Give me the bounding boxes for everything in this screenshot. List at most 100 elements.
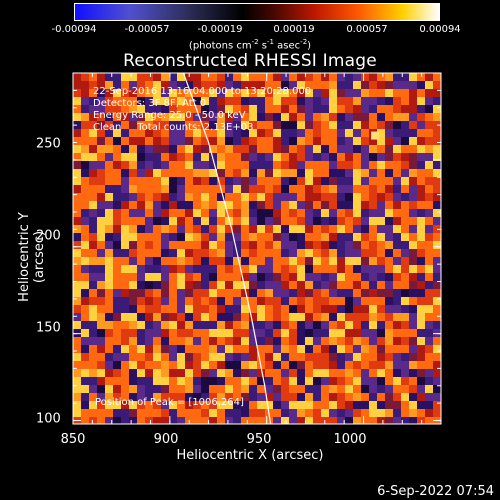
heatmap-cell [169,193,177,201]
heatmap-cell [329,145,337,153]
heatmap-cell [329,201,337,209]
heatmap-cell [313,385,321,393]
heatmap-cell [153,185,161,193]
heatmap-cell [401,217,409,225]
heatmap-cell [185,313,193,321]
heatmap-cell [313,377,321,385]
heatmap-cell [225,121,233,129]
heatmap-cell [385,337,393,345]
heatmap-cell [265,177,273,185]
heatmap-cell [105,329,113,337]
heatmap-cell [337,201,345,209]
heatmap-cell [265,353,273,361]
heatmap-cell [97,249,105,257]
colorbar-tick: 0.00094 [419,24,461,35]
heatmap-cell [385,201,393,209]
colorbar-tick: 0.00057 [346,24,388,35]
heatmap-cell [401,73,409,81]
heatmap-cell [345,345,353,353]
heatmap-cell [273,89,281,97]
heatmap-cell [129,209,137,217]
heatmap-cell [297,89,305,97]
heatmap-cell [257,129,265,137]
heatmap-cell [225,241,233,249]
heatmap-cell [153,153,161,161]
heatmap-cell [121,361,129,369]
heatmap-cell [329,129,337,137]
heatmap-cell [305,97,313,105]
heatmap-cell [169,177,177,185]
heatmap-cell [73,337,81,345]
heatmap-cell [345,185,353,193]
heatmap-cell [329,417,337,424]
heatmap-cell [433,257,441,265]
heatmap-cell [193,409,201,417]
heatmap-cell [225,385,233,393]
heatmap-cell [385,129,393,137]
heatmap-cell [153,257,161,265]
heatmap-cell [153,401,161,409]
heatmap-cell [193,201,201,209]
heatmap-cell [241,249,249,257]
heatmap-cell [217,377,225,385]
heatmap-cell [97,209,105,217]
heatmap-cell [433,385,441,393]
heatmap-cell [113,273,121,281]
heatmap-cell [89,161,97,169]
heatmap-cell [97,281,105,289]
heatmap-cell [273,265,281,273]
heatmap-cell [361,97,369,105]
heatmap-cell [121,89,129,97]
heatmap-cell [225,305,233,313]
heatmap-cell [201,193,209,201]
solar-limb-curve [182,72,272,425]
heatmap-cell [361,89,369,97]
heatmap-cell [73,329,81,337]
colorbar-tick: -0.00094 [51,24,97,35]
heatmap-cell [313,281,321,289]
heatmap-cell [169,417,177,424]
heatmap-cell [73,177,81,185]
heatmap-cell [193,177,201,185]
heatmap-cell [265,201,273,209]
heatmap-cell [121,201,129,209]
heatmap-cell [345,169,353,177]
heatmap-cell [177,369,185,377]
heatmap-cell [329,161,337,169]
heatmap-cell [297,241,305,249]
heatmap-cell [393,201,401,209]
heatmap-cell [145,273,153,281]
heatmap-cell [73,73,81,81]
heatmap-cell [337,113,345,121]
heatmap-cell [329,361,337,369]
heatmap-cell [353,209,361,217]
heatmap-cell [185,121,193,129]
heatmap-cell [337,129,345,137]
heatmap-cell [209,233,217,241]
heatmap-cell [409,169,417,177]
heatmap-cell [273,209,281,217]
heatmap-cell [121,233,129,241]
heatmap-cell [385,329,393,337]
heatmap-cell [225,417,233,424]
heatmap-cell [105,273,113,281]
heatmap-cell [353,393,361,401]
heatmap-cell [393,393,401,401]
heatmap-cell [249,329,257,337]
heatmap-cell [425,233,433,241]
heatmap-cell [209,97,217,105]
heatmap-cell [393,401,401,409]
heatmap-cell [289,265,297,273]
heatmap-cell [289,321,297,329]
heatmap-cell [433,145,441,153]
heatmap-cell [161,209,169,217]
heatmap-cell [81,401,89,409]
heatmap-cell [185,265,193,273]
heatmap-cell [305,417,313,424]
heatmap-cell [169,113,177,121]
x-tick-label: 950 [246,432,272,447]
heatmap-cell [169,329,177,337]
heatmap-cell [345,129,353,137]
heatmap-cell [265,145,273,153]
heatmap-cell [89,177,97,185]
